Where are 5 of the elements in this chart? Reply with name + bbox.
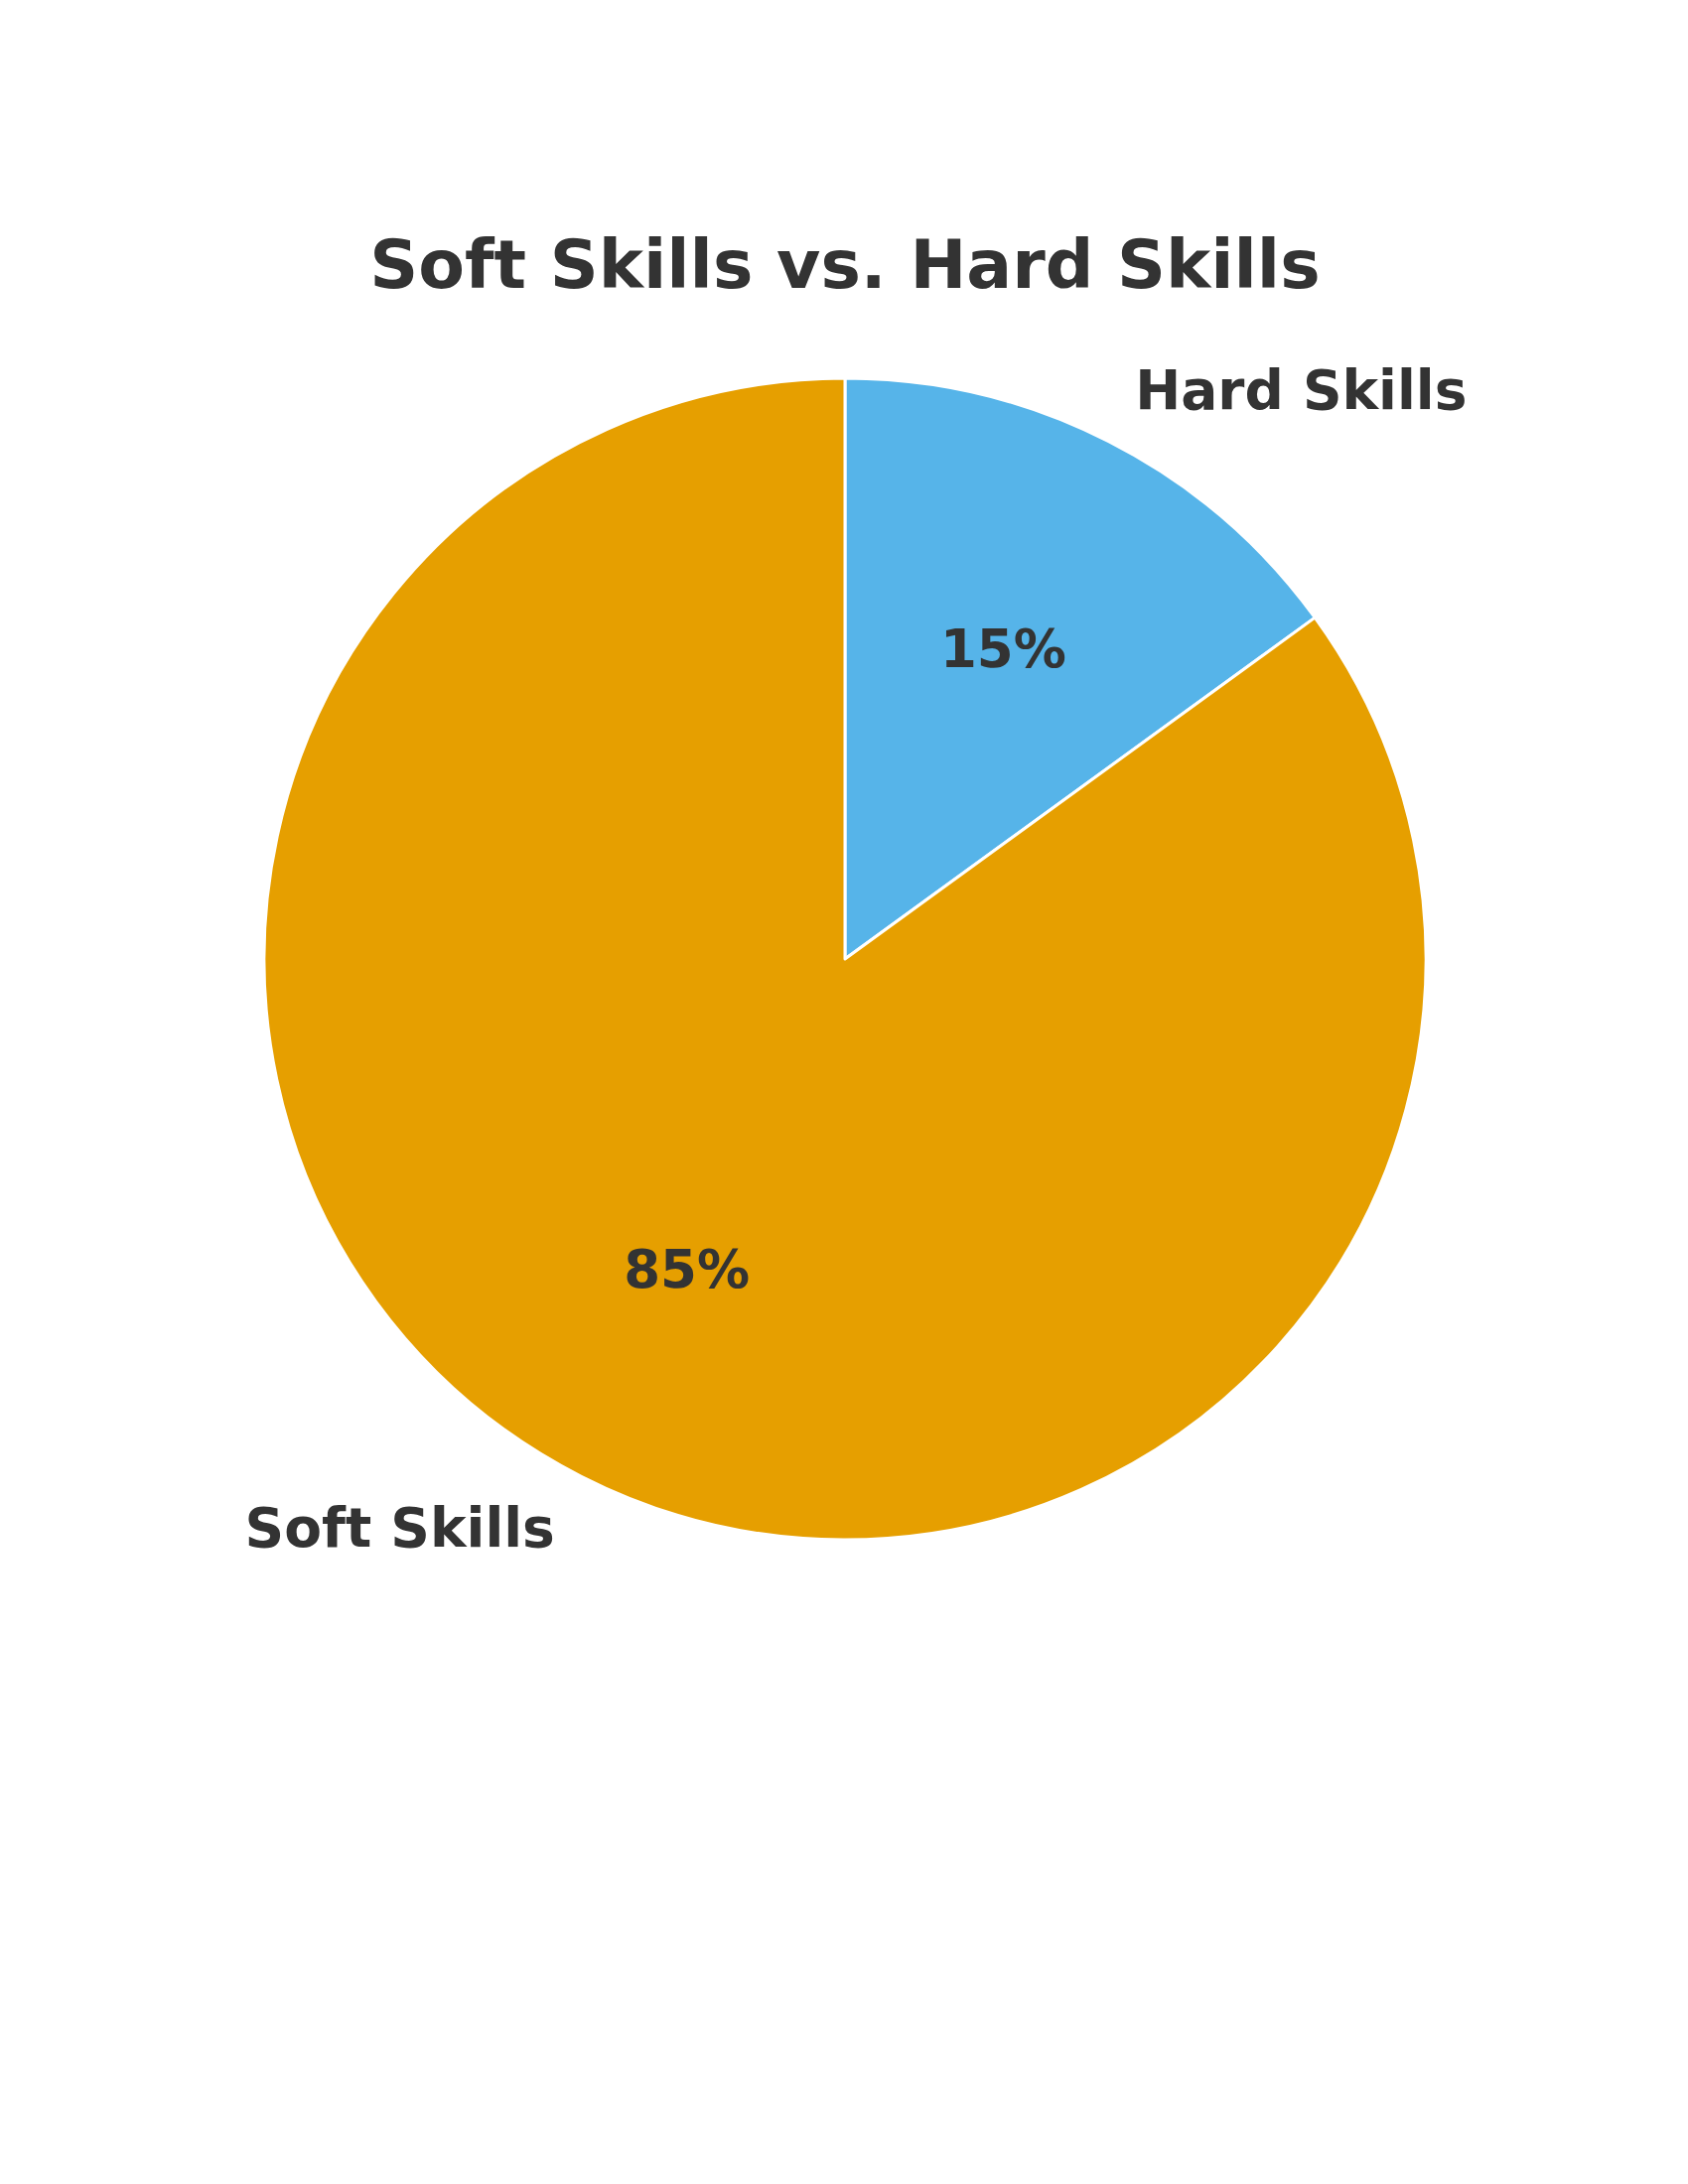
data-label: 15% xyxy=(939,617,1066,679)
chart-title: Soft Skills vs. Hard Skills xyxy=(369,225,1321,304)
slice-label: Soft Skills xyxy=(244,1496,555,1561)
data-label: 85% xyxy=(624,1239,751,1300)
slice-label: Hard Skills xyxy=(1135,357,1468,422)
